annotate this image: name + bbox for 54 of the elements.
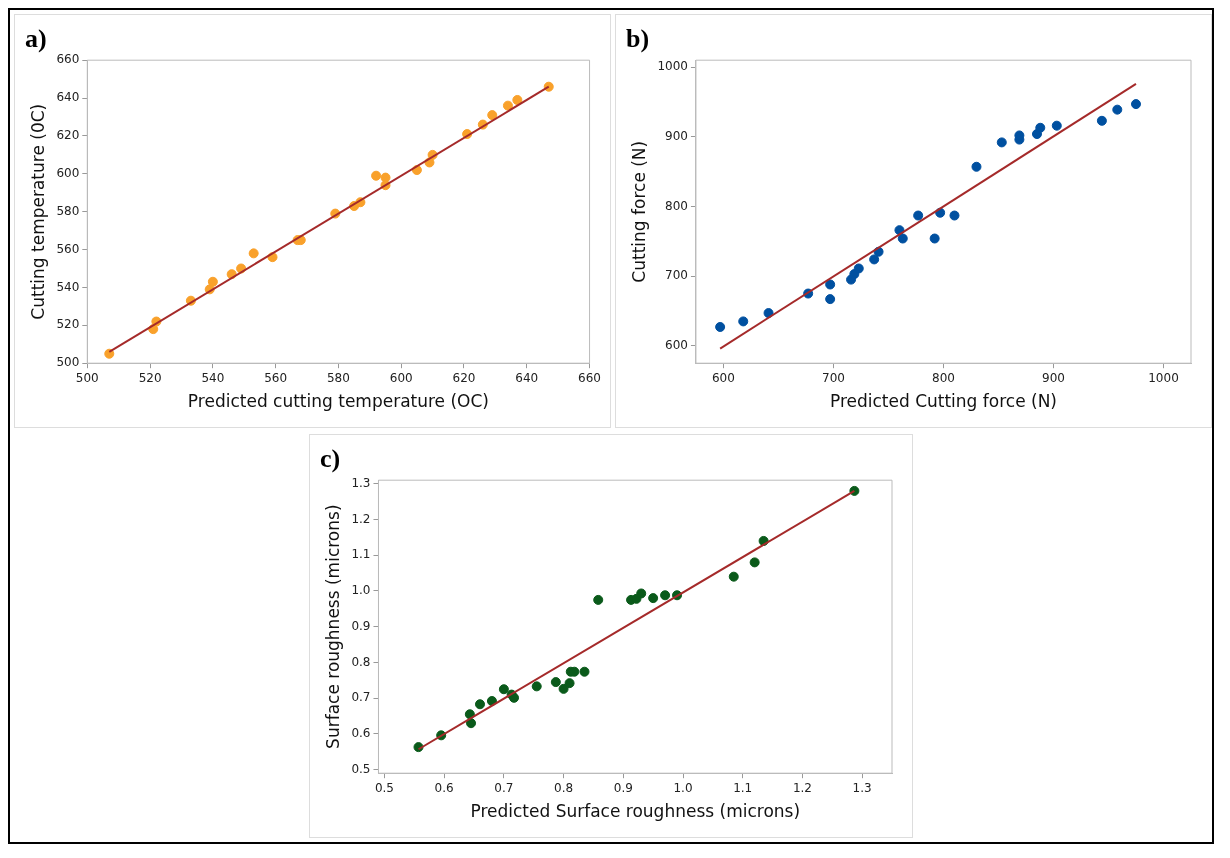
x-axis-title: Predicted Surface roughness (microns)	[470, 801, 801, 822]
x-tick-label: 540	[201, 370, 225, 385]
y-tick-label: 800	[665, 198, 688, 213]
x-tick-label: 1000	[1148, 370, 1179, 385]
x-tick-label: 600	[389, 370, 413, 385]
x-tick-label: 520	[138, 370, 162, 385]
x-tick-label: 0.5	[374, 780, 394, 795]
y-axis-title: Cutting temperature (0C)	[27, 103, 48, 320]
y-tick-label: 0.5	[351, 761, 371, 776]
y-tick-label: 1.1	[351, 547, 371, 562]
x-tick-label: 580	[326, 370, 350, 385]
y-tick-label: 1.0	[351, 583, 371, 598]
y-tick-label: 600	[665, 337, 688, 352]
y-tick-label: 600	[56, 165, 80, 180]
y-axis-title: Cutting force (N)	[628, 140, 649, 283]
y-tick-label: 560	[56, 241, 80, 256]
x-tick-label: 0.9	[613, 780, 633, 795]
y-tick-label: 1.2	[351, 511, 371, 526]
chart-title: c)	[320, 444, 341, 474]
y-tick-label: 1.3	[351, 475, 371, 490]
x-tick-label: 1.1	[733, 780, 753, 795]
y-tick-label: 0.8	[351, 654, 371, 669]
x-tick-label: 0.7	[494, 780, 514, 795]
y-tick-label: 620	[56, 128, 80, 143]
chart-title: b)	[626, 24, 650, 54]
y-tick-label: 520	[56, 317, 80, 332]
x-tick-label: 700	[822, 370, 845, 385]
y-tick-label: 1000	[657, 59, 688, 74]
x-tick-label: 1.3	[852, 780, 872, 795]
x-tick-label: 640	[515, 370, 539, 385]
x-tick-label: 0.6	[434, 780, 454, 795]
y-tick-label: 900	[665, 128, 688, 143]
x-tick-label: 1.2	[792, 780, 812, 795]
x-axis-title: Predicted cutting temperature (OC)	[187, 391, 489, 412]
x-tick-label: 620	[452, 370, 476, 385]
x-tick-label: 560	[264, 370, 288, 385]
y-tick-label: 0.6	[351, 726, 371, 741]
y-tick-label: 540	[56, 279, 80, 294]
chart-title: a)	[25, 24, 47, 54]
y-tick-label: 700	[665, 268, 688, 283]
x-tick-label: 600	[711, 370, 735, 385]
y-tick-label: 0.7	[351, 690, 371, 705]
y-tick-label: 580	[56, 203, 80, 218]
x-tick-label: 0.8	[554, 780, 574, 795]
x-tick-label: 800	[932, 370, 955, 385]
y-tick-label: 500	[56, 355, 80, 370]
x-tick-label: 500	[75, 370, 99, 385]
y-axis-title: Surface roughness (microns)	[322, 504, 343, 749]
y-tick-label: 640	[56, 90, 80, 105]
y-tick-label: 660	[56, 52, 80, 67]
x-tick-label: 660	[578, 370, 601, 385]
x-tick-label: 900	[1042, 370, 1065, 385]
x-axis-title: Predicted Cutting force (N)	[829, 391, 1058, 412]
y-tick-label: 0.9	[351, 618, 371, 633]
